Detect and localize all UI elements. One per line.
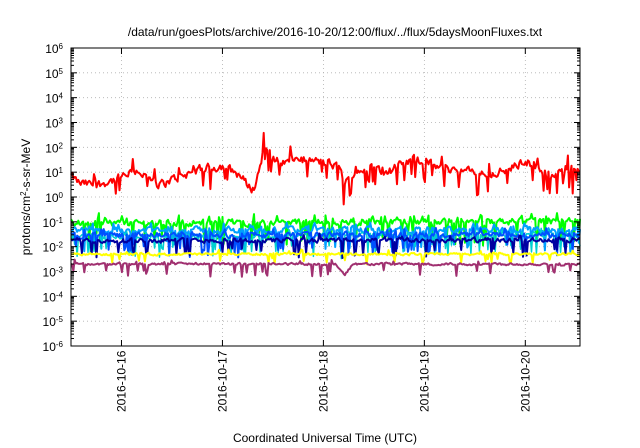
x-tick-label: 2016-10-16 [114, 350, 128, 412]
chart-title: /data/run/goesPlots/archive/2016-10-20/1… [128, 25, 543, 39]
x-tick-label: 2016-10-19 [417, 350, 431, 412]
x-tick-label: 2016-10-17 [215, 350, 229, 412]
y-tick-label: 10-1 [43, 215, 64, 230]
y-tick-label: 10-6 [43, 340, 64, 355]
series-line-4 [70, 226, 581, 259]
series-line-0 [70, 131, 581, 206]
series-line-6 [70, 248, 581, 266]
y-axis-label: protons/cm2-s-sr-MeV [19, 139, 34, 255]
y-axis-ticks: 10-6 10-5 10-4 10-3 10-2 10-1 100 101 102 103 104 1… [43, 42, 580, 355]
series-line-2 [70, 221, 581, 256]
y-tick-label: 10-2 [43, 240, 64, 255]
y-tick-label: 10-3 [43, 265, 64, 280]
y-tick-label: 102 [45, 141, 63, 156]
y-tick-label: 106 [45, 42, 63, 57]
y-tick-label: 104 [45, 91, 63, 106]
x-tick-label: 2016-10-18 [316, 350, 330, 412]
y-tick-label: 103 [45, 116, 63, 131]
series-layer [70, 131, 581, 278]
x-axis-ticks: 2016-10-16 2016-10-17 2016-10-18 2016-10-19… [114, 48, 532, 412]
y-tick-label: 101 [45, 166, 63, 181]
grid-lines [71, 48, 580, 346]
y-tick-label: 10-4 [43, 290, 64, 305]
series-line-5 [70, 232, 581, 259]
y-tick-label: 10-5 [43, 315, 64, 330]
y-tick-label: 105 [45, 66, 63, 81]
series-line-7 [70, 258, 581, 278]
y-tick-label: 100 [45, 191, 63, 206]
x-tick-label: 2016-10-20 [518, 350, 532, 412]
x-axis-label: Coordinated Universal Time (UTC) [233, 431, 417, 445]
